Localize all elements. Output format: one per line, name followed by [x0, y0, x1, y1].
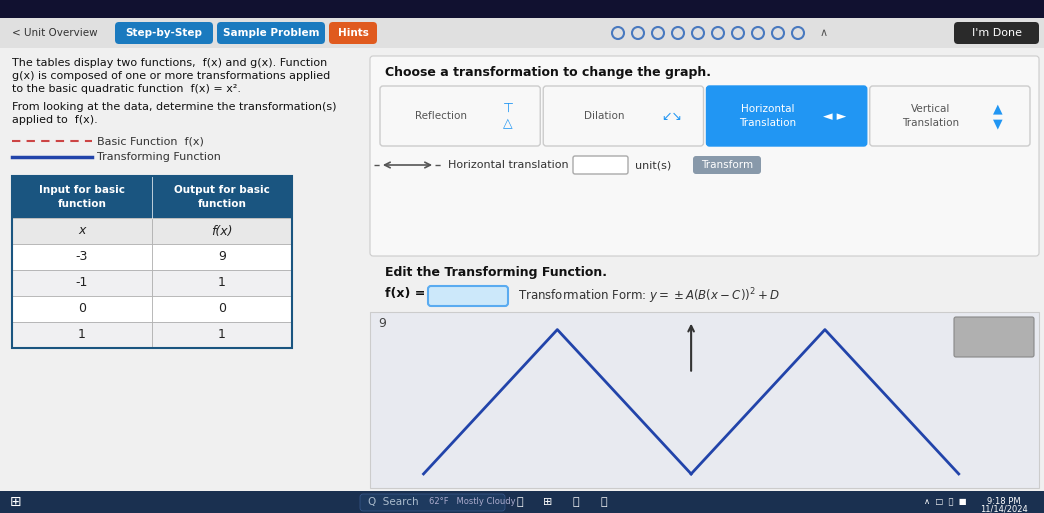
Text: Horizontal
Translation: Horizontal Translation: [739, 105, 796, 128]
Text: Vertical
Translation: Vertical Translation: [902, 105, 959, 128]
Text: ∧: ∧: [820, 28, 828, 38]
Text: ↙↘: ↙↘: [661, 109, 682, 123]
Text: 📁: 📁: [517, 497, 523, 507]
Text: Q  Search: Q Search: [367, 497, 419, 507]
FancyBboxPatch shape: [11, 322, 152, 348]
FancyBboxPatch shape: [11, 218, 152, 244]
Text: applied to  f(x).: applied to f(x).: [11, 115, 98, 125]
Text: f(x) =: f(x) =: [385, 287, 425, 301]
FancyBboxPatch shape: [11, 270, 152, 296]
FancyBboxPatch shape: [152, 322, 292, 348]
Text: ⊞: ⊞: [543, 497, 552, 507]
FancyBboxPatch shape: [954, 22, 1039, 44]
Text: Hints: Hints: [337, 28, 369, 38]
Text: I'm Done: I'm Done: [972, 28, 1022, 38]
Text: Horizontal translation by: Horizontal translation by: [448, 160, 586, 170]
FancyBboxPatch shape: [0, 18, 1044, 48]
Text: Reflection: Reflection: [414, 111, 467, 121]
Text: Basic Function  f(x): Basic Function f(x): [97, 136, 204, 146]
Text: Input for basic
function: Input for basic function: [39, 185, 125, 209]
FancyBboxPatch shape: [360, 494, 505, 511]
Text: 1: 1: [218, 277, 226, 289]
Text: From looking at the data, determine the transformation(s): From looking at the data, determine the …: [11, 102, 336, 112]
Text: 11/14/2024: 11/14/2024: [980, 505, 1028, 513]
FancyBboxPatch shape: [0, 491, 1044, 513]
Text: Edit the Transforming Function.: Edit the Transforming Function.: [385, 266, 607, 279]
Text: x: x: [78, 225, 86, 238]
FancyBboxPatch shape: [693, 156, 761, 174]
FancyBboxPatch shape: [152, 218, 292, 244]
Text: ▲
▼: ▲ ▼: [993, 102, 1003, 130]
Text: 1: 1: [218, 328, 226, 342]
Text: Transformation Form: $y=\pm A\left(B(x-C)\right)^2+D$: Transformation Form: $y=\pm A\left(B(x-C…: [518, 286, 780, 306]
Text: Dilation: Dilation: [584, 111, 624, 121]
FancyBboxPatch shape: [954, 317, 1034, 357]
Text: -1: -1: [76, 277, 88, 289]
FancyBboxPatch shape: [870, 86, 1030, 146]
Text: Choose a transformation to change the graph.: Choose a transformation to change the gr…: [385, 66, 711, 79]
Text: 9:18 PM: 9:18 PM: [988, 497, 1021, 506]
Text: Transform: Transform: [701, 160, 753, 170]
Text: ⊤
△: ⊤ △: [503, 102, 514, 130]
Text: < Unit Overview: < Unit Overview: [11, 28, 98, 38]
FancyBboxPatch shape: [11, 176, 152, 218]
FancyBboxPatch shape: [428, 286, 508, 306]
Text: 62°F   Mostly Cloudy: 62°F Mostly Cloudy: [429, 498, 516, 506]
FancyBboxPatch shape: [976, 493, 1038, 511]
FancyBboxPatch shape: [152, 296, 292, 322]
Text: 1: 1: [78, 328, 86, 342]
FancyBboxPatch shape: [11, 244, 152, 270]
FancyBboxPatch shape: [380, 86, 540, 146]
FancyBboxPatch shape: [370, 56, 1039, 256]
FancyBboxPatch shape: [152, 244, 292, 270]
Text: 0: 0: [78, 303, 86, 315]
Text: 0: 0: [218, 303, 226, 315]
Text: to the basic quadratic function  f(x) = x².: to the basic quadratic function f(x) = x…: [11, 84, 241, 94]
Text: 9: 9: [218, 250, 226, 264]
Text: Transforming Function: Transforming Function: [97, 152, 221, 162]
Text: Problem: 1126001  Client Version: 9.8.32  Server Version: 9.8.32: Problem: 1126001 Client Version: 9.8.32 …: [6, 498, 252, 506]
FancyBboxPatch shape: [217, 22, 325, 44]
Text: CARN
LEARN: CARN LEARN: [994, 496, 1020, 508]
FancyBboxPatch shape: [11, 296, 152, 322]
Text: f(x): f(x): [211, 225, 233, 238]
FancyBboxPatch shape: [0, 48, 1044, 491]
FancyBboxPatch shape: [152, 176, 292, 218]
FancyBboxPatch shape: [543, 86, 704, 146]
Text: Output for basic
function: Output for basic function: [174, 185, 270, 209]
Text: ◄ ►: ◄ ►: [823, 109, 847, 123]
Text: -3: -3: [76, 250, 88, 264]
Text: ∧  □  🔊  ■: ∧ □ 🔊 ■: [924, 498, 967, 506]
Text: 9: 9: [378, 317, 386, 330]
Text: Sample Problem: Sample Problem: [222, 28, 319, 38]
FancyBboxPatch shape: [0, 491, 1044, 513]
FancyBboxPatch shape: [115, 22, 213, 44]
Text: Step-by-Step: Step-by-Step: [125, 28, 203, 38]
FancyBboxPatch shape: [573, 156, 628, 174]
Text: © 2023 Carnegie Learning: © 2023 Carnegie Learning: [844, 498, 965, 506]
Text: 📧: 📧: [600, 497, 608, 507]
FancyBboxPatch shape: [0, 0, 1044, 18]
FancyBboxPatch shape: [329, 22, 377, 44]
Text: unit(s): unit(s): [635, 160, 671, 170]
Text: ⊞: ⊞: [10, 495, 22, 509]
FancyBboxPatch shape: [370, 312, 1039, 488]
Text: The tables display two functions,  f(x) and g(x). Function: The tables display two functions, f(x) a…: [11, 58, 327, 68]
Text: 🌐: 🌐: [573, 497, 579, 507]
FancyBboxPatch shape: [152, 270, 292, 296]
FancyBboxPatch shape: [707, 86, 867, 146]
Text: g(x) is composed of one or more transformations applied: g(x) is composed of one or more transfor…: [11, 71, 330, 81]
